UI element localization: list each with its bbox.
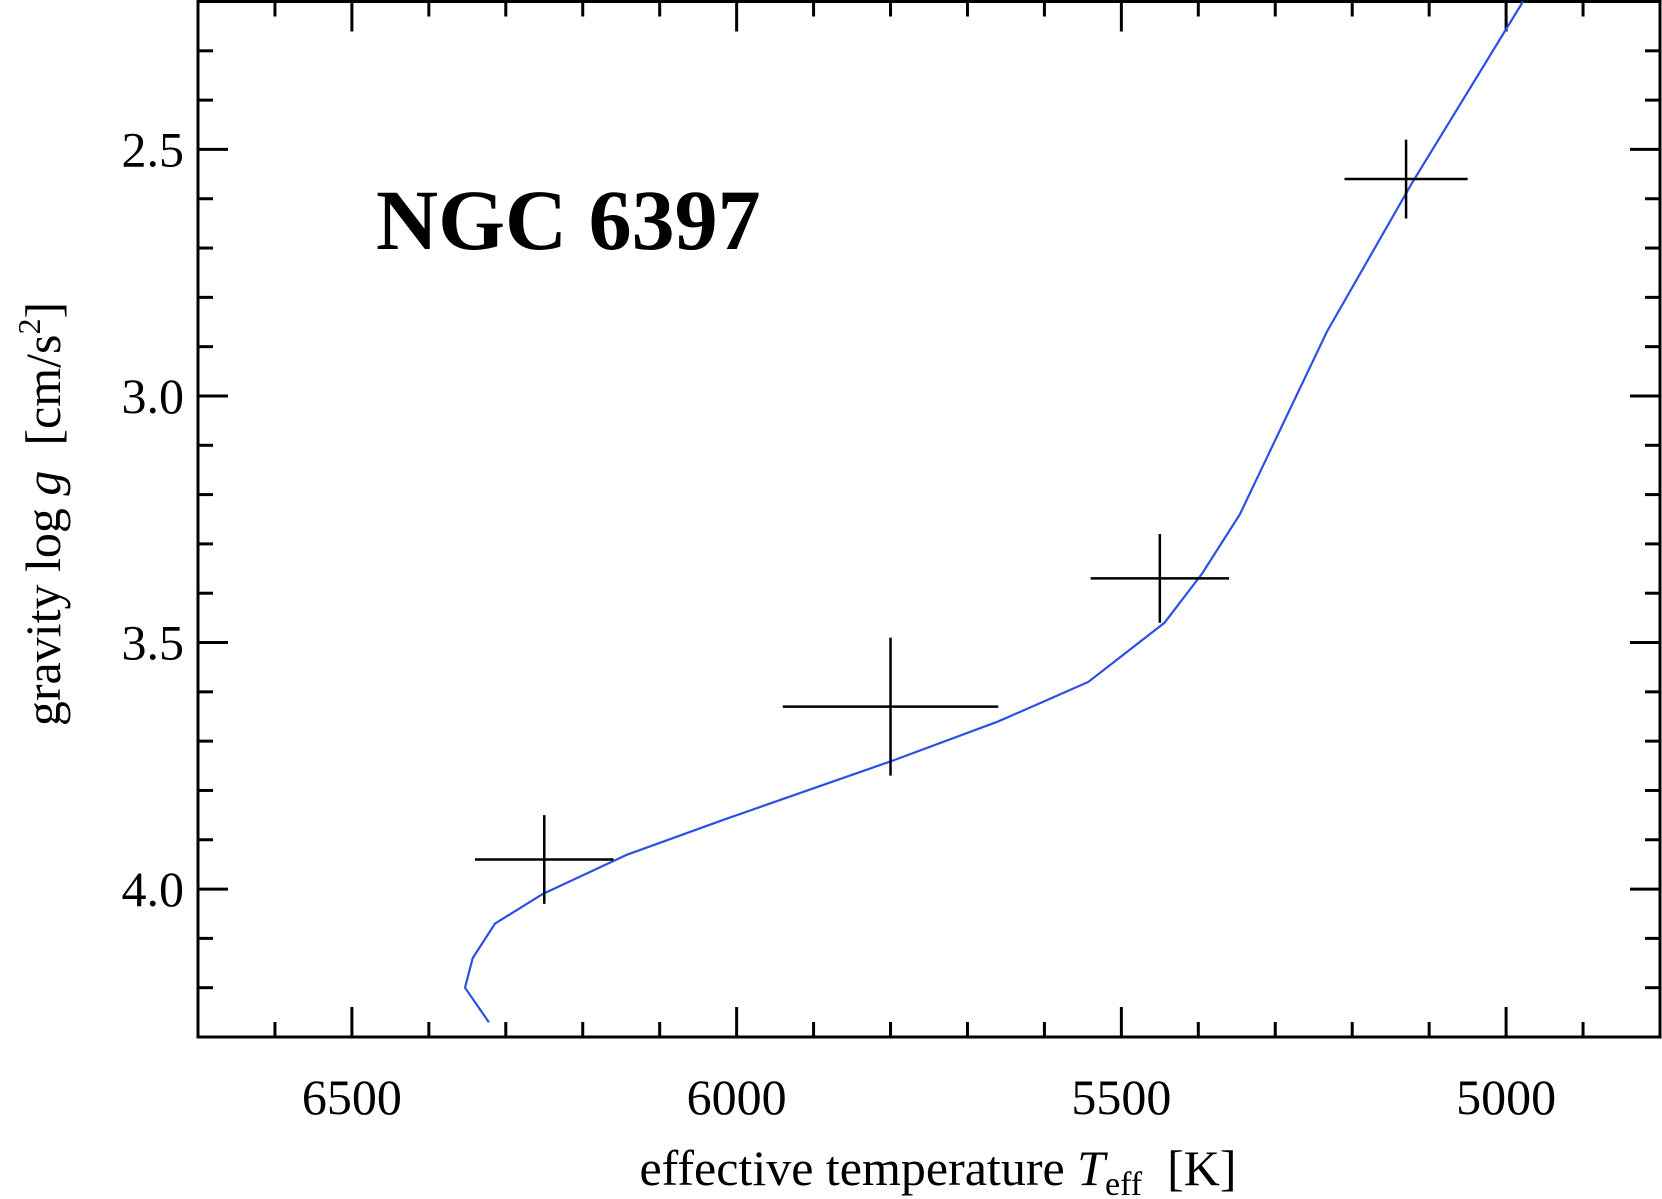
y-label-part: [cm/s [15,335,71,471]
y-label-part: ] [15,302,71,319]
x-tick-label: 6000 [687,1069,787,1125]
y-axis-label: gravity log g [cm/s2] [11,302,71,726]
model-line [463,0,1524,1023]
y-tick-label: 3.0 [122,368,185,424]
x-label-part: [K] [1142,1140,1236,1196]
y-tick-label: 4.0 [122,861,185,917]
plot-frame [196,0,1662,1039]
x-label-part: effective temperature [639,1140,1077,1196]
x-tick-label: 5500 [1071,1069,1171,1125]
x-label-part: eff [1105,1166,1143,1199]
y-label-part: 2 [11,319,47,335]
y-label-part: gravity log [15,496,71,727]
y-label-part: g [15,471,71,496]
y-tick-label: 2.5 [122,121,185,177]
annotation: NGC 6397 [376,172,761,268]
y-tick-label: 3.5 [122,615,185,671]
x-axis-label: effective temperature Teff [K] [639,1140,1236,1199]
x-tick-label: 5000 [1456,1069,1556,1125]
x-label-part: T [1077,1140,1108,1196]
x-tick-label: 6500 [302,1069,402,1125]
